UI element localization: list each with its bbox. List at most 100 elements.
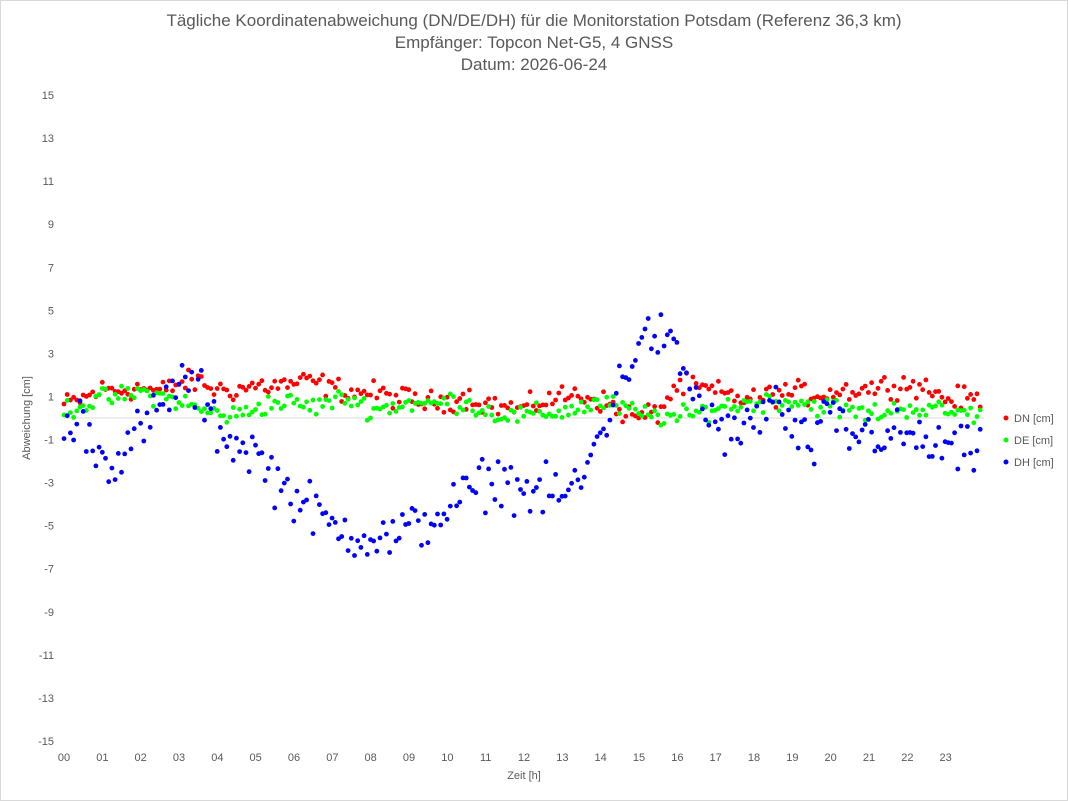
data-point: [696, 409, 702, 415]
data-point: [431, 522, 437, 528]
data-point: [237, 406, 243, 412]
data-point: [588, 452, 594, 458]
data-point: [125, 386, 131, 391]
data-point: [358, 399, 364, 404]
data-point: [182, 393, 188, 399]
data-point: [221, 436, 227, 442]
data-point: [406, 521, 412, 526]
data-point: [936, 425, 942, 430]
x-axis-title: Zeit [h]: [507, 770, 541, 782]
data-point: [572, 386, 578, 392]
data-point: [208, 406, 214, 412]
data-point: [767, 384, 772, 390]
data-point: [281, 377, 287, 383]
data-point: [680, 402, 686, 407]
data-point: [661, 421, 667, 426]
data-point: [843, 402, 849, 408]
data-point: [850, 404, 855, 410]
data-point: [840, 408, 846, 414]
data-point: [805, 399, 811, 405]
data-point: [412, 508, 418, 513]
data-point: [639, 413, 645, 419]
data-point: [757, 395, 763, 400]
data-point: [492, 497, 498, 502]
data-point: [90, 389, 96, 395]
data-point: [846, 397, 852, 402]
data-point: [792, 385, 798, 391]
data-point: [135, 381, 140, 387]
data-point: [294, 381, 300, 387]
data-point: [326, 398, 332, 403]
data-point: [342, 517, 348, 523]
data-point: [345, 548, 351, 553]
data-point: [933, 443, 938, 448]
data-point: [83, 449, 89, 454]
data-point: [939, 394, 945, 400]
data-point: [275, 400, 281, 405]
data-point: [297, 375, 303, 380]
data-point: [355, 402, 361, 408]
data-point: [361, 388, 367, 394]
data-point: [451, 481, 456, 487]
data-point: [313, 411, 319, 417]
data-point: [151, 392, 156, 398]
x-tick-label: 05: [250, 752, 262, 764]
data-point: [348, 403, 354, 409]
data-point: [850, 389, 855, 395]
data-point: [387, 410, 392, 416]
data-point: [693, 381, 699, 386]
data-point: [566, 412, 571, 418]
y-tick-label: -13: [38, 693, 54, 705]
data-point: [578, 399, 584, 405]
data-point: [936, 399, 942, 405]
data-point: [170, 388, 175, 394]
data-point: [447, 503, 453, 509]
data-point: [795, 403, 801, 408]
data-point: [115, 451, 121, 456]
data-point: [128, 446, 134, 452]
data-point: [387, 550, 392, 555]
data-point: [400, 404, 405, 410]
data-point: [320, 404, 325, 409]
data-point: [604, 394, 610, 400]
data-point: [572, 410, 578, 416]
data-point: [291, 518, 297, 524]
data-point: [888, 410, 894, 416]
data-point: [971, 397, 977, 402]
data-point: [467, 387, 472, 393]
data-point: [661, 404, 667, 410]
data-point: [275, 386, 281, 391]
data-point: [859, 427, 865, 433]
data-point: [224, 444, 230, 450]
data-point: [358, 545, 364, 550]
data-point: [380, 385, 386, 391]
data-point: [476, 402, 482, 408]
x-tick-label: 16: [671, 752, 683, 764]
data-point: [176, 400, 182, 405]
data-point: [336, 376, 341, 382]
x-tick-label: 04: [211, 752, 223, 764]
y-tick-label: -3: [44, 478, 54, 490]
data-point: [581, 474, 587, 480]
data-point: [949, 440, 954, 446]
data-point: [974, 448, 980, 454]
data-point: [834, 428, 839, 433]
data-point: [221, 413, 227, 418]
data-point: [696, 393, 702, 399]
data-point: [901, 441, 906, 447]
x-tick-label: 10: [441, 752, 453, 764]
data-point: [677, 377, 683, 383]
data-point: [674, 418, 680, 424]
data-point: [202, 406, 207, 411]
data-point: [846, 446, 852, 451]
data-point: [87, 392, 92, 398]
data-point: [942, 399, 948, 405]
data-point: [371, 378, 376, 384]
data-point: [706, 386, 712, 392]
data-point: [725, 396, 731, 402]
data-point: [974, 414, 980, 419]
data-point: [543, 459, 549, 465]
data-point: [776, 387, 782, 393]
data-point: [910, 410, 916, 415]
